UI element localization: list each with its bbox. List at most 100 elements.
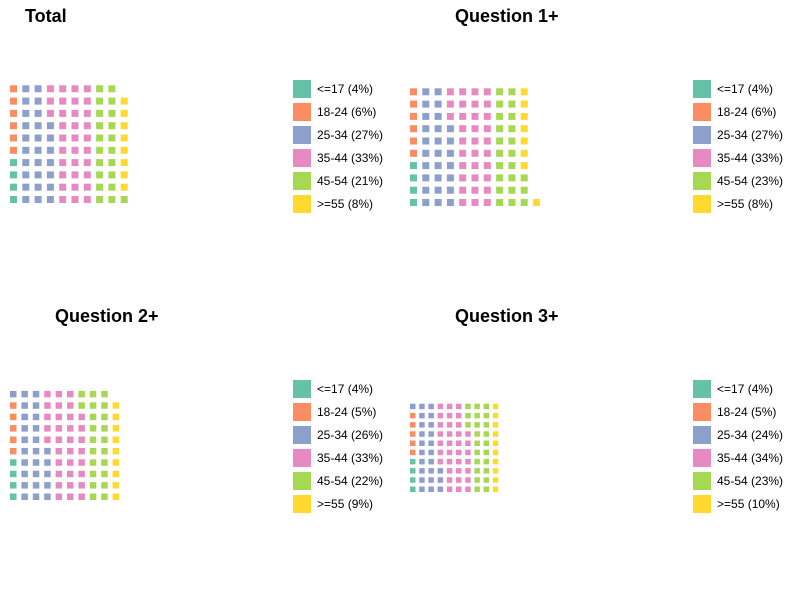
waffle-square-25-34 [410,403,416,410]
waffle-grid [10,390,120,500]
waffle-square-45-54 [474,458,480,465]
legend-label: >=55 (9%) [317,497,374,511]
waffle-square-35-44 [471,100,479,108]
waffle-square-45-54 [483,458,490,465]
waffle-square-25-34 [44,470,51,478]
waffle-square-25-34 [419,486,425,492]
legend-label: 18-24 (5%) [717,405,777,419]
waffle-square-55 [120,134,128,142]
waffle-square-25-34 [22,97,30,105]
waffle-square-45-54 [96,171,104,179]
waffle-square-45-54 [101,482,108,489]
waffle-square-25-34 [21,390,28,398]
waffle-square-25-34 [419,440,425,446]
waffle-square-45-54 [108,146,116,154]
waffle-square-18-24 [410,440,416,446]
waffle-square-35-44 [55,447,63,455]
waffle-square-25-34 [21,459,28,466]
waffle-square-55 [520,88,528,96]
waffle-square-55 [520,125,528,133]
waffle-square-25-34 [419,468,425,474]
waffle-square-35-44 [471,186,479,194]
waffle-square-45-54 [474,486,480,492]
waffle-square-45-54 [101,390,108,398]
waffle-square-25-34 [446,186,454,194]
legend-swatch [693,426,711,444]
waffle-square-25-34 [434,174,442,182]
waffle-square-35-44 [483,125,491,133]
waffle-square-25-34 [21,402,28,409]
legend-label: >=55 (10%) [717,497,780,511]
waffle-square-45-54 [96,196,104,203]
waffle-square-35-44 [59,109,67,117]
legend-swatch [293,172,311,190]
waffle-square-25-34 [34,85,42,93]
waffle-square-35-44 [465,477,471,483]
waffle-square-35-44 [471,125,479,133]
waffle-square-45-54 [474,422,480,428]
waffle-square-55 [520,112,528,120]
waffle-square-35-44 [459,149,467,157]
waffle-square-45-54 [483,440,490,446]
waffle-square-45-54 [496,149,504,157]
waffle-square-55 [492,458,499,465]
waffle-square-45-54 [483,449,490,456]
waffle-square-18-24 [410,88,417,96]
legend-swatch [293,380,311,398]
waffle-square-35-44 [437,403,444,410]
waffle-square-35-44 [71,85,79,93]
waffle-square-25-34 [428,449,434,456]
waffle-square-17 [410,486,416,492]
waffle-square-25-34 [422,162,430,170]
legend-label: 35-44 (33%) [717,151,784,165]
waffle-square-35-44 [59,97,67,105]
waffle-square-25-34 [434,112,442,120]
waffle-square-35-44 [471,112,479,120]
waffle-square-25-34 [446,174,454,182]
waffle-square-35-44 [456,440,462,446]
waffle-square-45-54 [474,477,480,483]
waffle-square-18-24 [10,97,17,105]
waffle-square-35-44 [78,436,85,443]
waffle-square-25-34 [32,459,40,466]
waffle-square-25-34 [21,470,28,478]
waffle-square-35-44 [46,97,54,105]
waffle-square-35-44 [71,109,79,117]
waffle-square-25-34 [21,493,28,500]
waffle-square-18-24 [410,431,416,437]
waffle-square-25-34 [34,109,42,117]
waffle-square-35-44 [83,134,91,142]
waffle-square-25-34 [419,412,425,419]
waffle-square-45-54 [483,403,490,410]
waffle-square-45-54 [474,403,480,410]
waffle-square-45-54 [96,85,104,93]
waffle-square-35-44 [446,458,453,465]
waffle-square-45-54 [108,134,116,142]
waffle-square-45-54 [508,149,516,157]
waffle-square-45-54 [483,412,490,419]
waffle-square-25-34 [46,196,54,203]
waffle-square-18-24 [10,109,17,117]
waffle-square-25-34 [32,493,40,500]
legend-swatch [693,380,711,398]
waffle-square-35-44 [456,403,462,410]
waffle-square-25-34 [22,183,30,191]
waffle-square-35-44 [459,174,467,182]
waffle-square-45-54 [483,422,490,428]
legend-swatch [693,103,711,121]
waffle-square-17 [410,477,416,483]
waffle-square-35-44 [78,482,85,489]
waffle-square-18-24 [10,447,17,455]
waffle-square-25-34 [46,146,54,154]
waffle-square-35-44 [55,402,63,409]
waffle-square-35-44 [59,134,67,142]
waffle-square-45-54 [496,174,504,182]
waffle-square-35-44 [46,85,54,93]
legend-swatch [293,472,311,490]
waffle-square-35-44 [465,440,471,446]
waffle-square-25-34 [422,100,430,108]
waffle-square-35-44 [459,199,467,206]
waffle-square-45-54 [89,470,97,478]
waffle-square-45-54 [508,162,516,170]
waffle-square-35-44 [459,125,467,133]
